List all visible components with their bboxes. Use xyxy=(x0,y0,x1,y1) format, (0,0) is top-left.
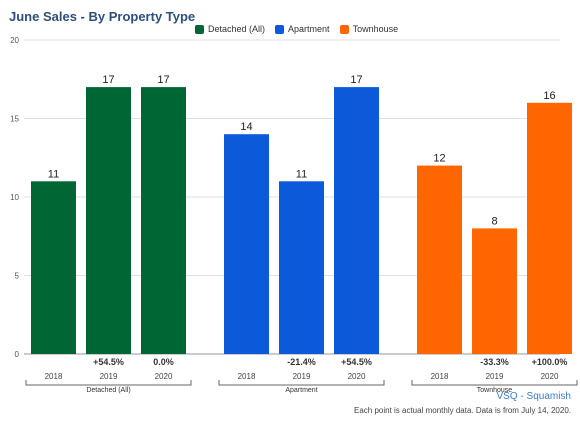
bar-value-label: 12 xyxy=(433,153,445,165)
y-tick-label: 0 xyxy=(15,350,20,359)
x-tick-label: 2019 xyxy=(486,372,504,381)
legend: Detached (All) Apartment Townhouse xyxy=(195,24,408,34)
group-label: Townhouse xyxy=(477,387,513,394)
group-label: Apartment xyxy=(285,387,317,394)
bar-value-label: 8 xyxy=(491,215,497,227)
change-label: +54.5% xyxy=(341,357,372,367)
y-tick-label: 5 xyxy=(15,272,20,281)
x-tick-label: 2019 xyxy=(293,372,311,381)
legend-item-apartment[interactable]: Apartment xyxy=(275,24,330,34)
bar-value-label: 11 xyxy=(48,168,59,180)
chart-title: June Sales - By Property Type xyxy=(9,9,196,24)
legend-label-townhouse: Townhouse xyxy=(352,24,399,34)
bar-value-label: 17 xyxy=(350,74,362,86)
bar-value-label: 17 xyxy=(102,74,114,86)
change-label: -21.4% xyxy=(287,357,316,367)
x-tick-label: 2020 xyxy=(348,372,366,381)
bar-value-label: 11 xyxy=(296,168,307,180)
legend-swatch-townhouse xyxy=(339,24,349,34)
bar xyxy=(334,87,379,354)
bar-value-label: 14 xyxy=(240,121,252,133)
bar xyxy=(279,181,324,354)
y-tick-label: 10 xyxy=(10,193,19,202)
y-tick-label: 20 xyxy=(10,36,19,45)
bar xyxy=(141,87,186,354)
group-bracket xyxy=(218,380,385,386)
x-tick-label: 2018 xyxy=(45,372,63,381)
change-label: +54.5% xyxy=(93,357,124,367)
x-tick-label: 2020 xyxy=(155,372,173,381)
legend-label-detached: Detached (All) xyxy=(208,24,266,34)
x-tick-label: 2018 xyxy=(431,372,449,381)
x-tick-label: 2018 xyxy=(238,372,256,381)
legend-item-detached[interactable]: Detached (All) xyxy=(195,24,265,34)
bar xyxy=(472,228,517,354)
legend-item-townhouse[interactable]: Townhouse xyxy=(339,24,399,34)
bar xyxy=(31,181,76,354)
y-tick-label: 15 xyxy=(10,115,19,124)
group-bracket xyxy=(411,380,578,386)
change-label: +100.0% xyxy=(532,357,568,367)
legend-label-apartment: Apartment xyxy=(288,24,330,34)
bar xyxy=(86,87,131,354)
footer-note: Each point is actual monthly data. Data … xyxy=(353,406,571,415)
legend-swatch-detached xyxy=(195,24,204,34)
bar xyxy=(527,102,572,354)
bar-value-label: 16 xyxy=(543,90,555,102)
bar-value-label: 17 xyxy=(157,74,169,86)
change-label: 0.0% xyxy=(153,357,174,367)
bar xyxy=(417,165,462,354)
change-label: -33.3% xyxy=(480,357,509,367)
group-bracket xyxy=(25,380,192,386)
group-label: Detached (All) xyxy=(86,387,130,394)
x-tick-label: 2020 xyxy=(541,372,559,381)
legend-swatch-apartment xyxy=(275,24,285,34)
footer-brand[interactable]: VSQ - Squamish xyxy=(496,391,571,402)
x-tick-label: 2019 xyxy=(100,372,118,381)
bar xyxy=(224,134,269,354)
